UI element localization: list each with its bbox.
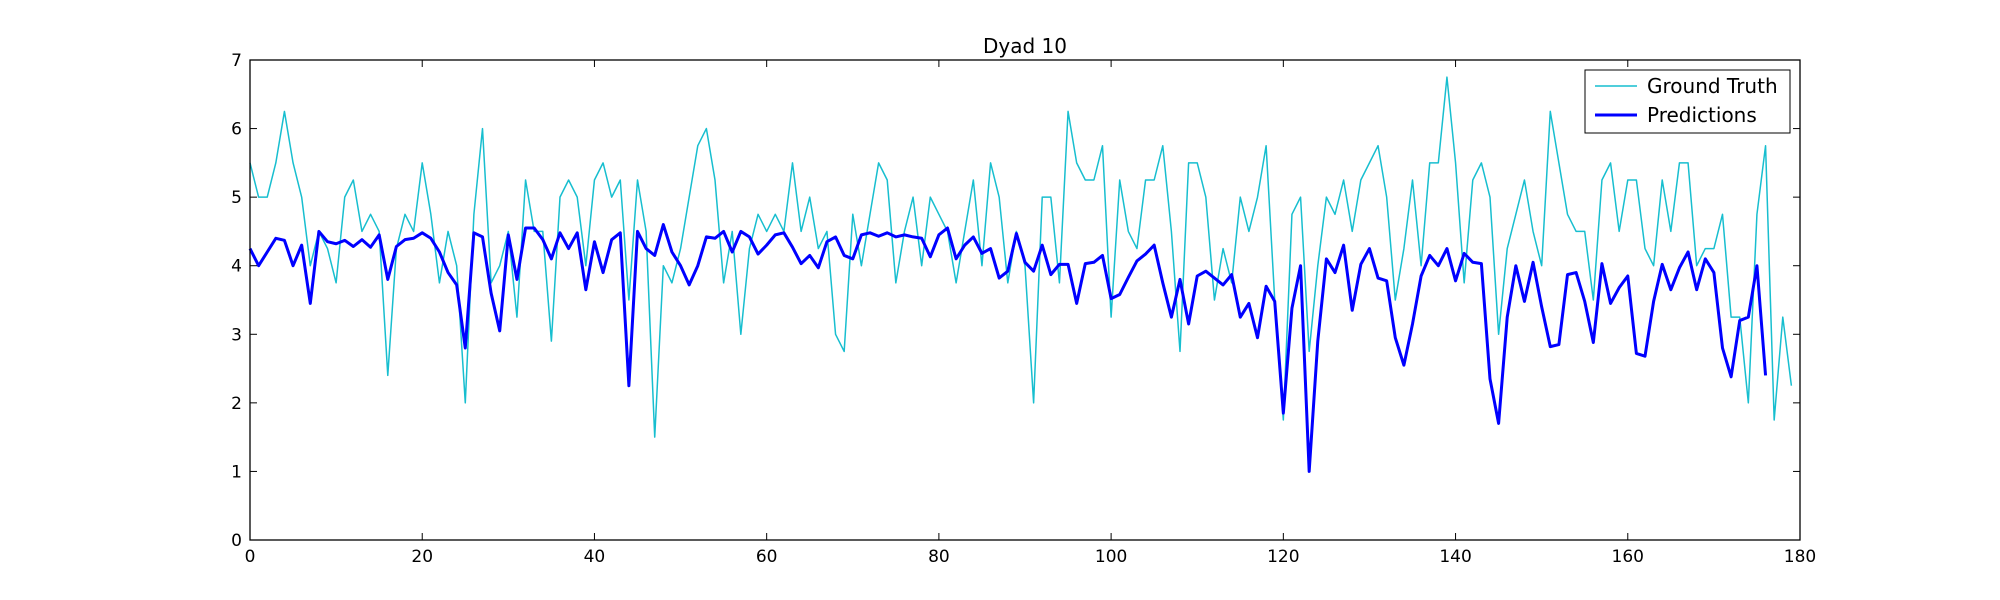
x-tick-label: 20 <box>411 547 433 567</box>
y-tick-label: 4 <box>231 257 242 277</box>
y-tick-label: 1 <box>231 462 242 482</box>
x-axis: 0 20 40 60 80 100 120 140 160 180 <box>245 60 1816 567</box>
y-axis: 0 1 2 3 4 5 6 7 <box>231 51 1800 551</box>
legend-label: Ground Truth <box>1647 74 1778 98</box>
legend-box <box>1584 69 1791 134</box>
y-tick-label: 5 <box>231 188 242 208</box>
plot-frame <box>249 59 1801 541</box>
x-tick-label: 40 <box>584 547 606 567</box>
x-tick-label: 120 <box>1267 547 1299 567</box>
x-tick-label: 100 <box>1095 547 1127 567</box>
series-layer <box>248 76 1793 473</box>
chart-title: Dyad 10 <box>983 34 1067 58</box>
x-tick-label: 80 <box>928 547 950 567</box>
y-tick-label: 7 <box>231 51 242 71</box>
y-tick-label: 0 <box>231 531 242 551</box>
x-tick-label: 60 <box>756 547 778 567</box>
y-tick-label: 6 <box>231 120 242 140</box>
x-tick-label: 140 <box>1439 547 1471 567</box>
y-tick-label: 2 <box>231 394 242 414</box>
series-line-predictions <box>248 223 1768 473</box>
legend: Ground Truth Predictions <box>1584 69 1791 134</box>
x-tick-label: 180 <box>1784 547 1816 567</box>
x-tick-label: 160 <box>1612 547 1644 567</box>
legend-label: Predictions <box>1647 103 1757 127</box>
y-tick-label: 3 <box>231 325 242 345</box>
x-tick-label: 0 <box>245 547 256 567</box>
